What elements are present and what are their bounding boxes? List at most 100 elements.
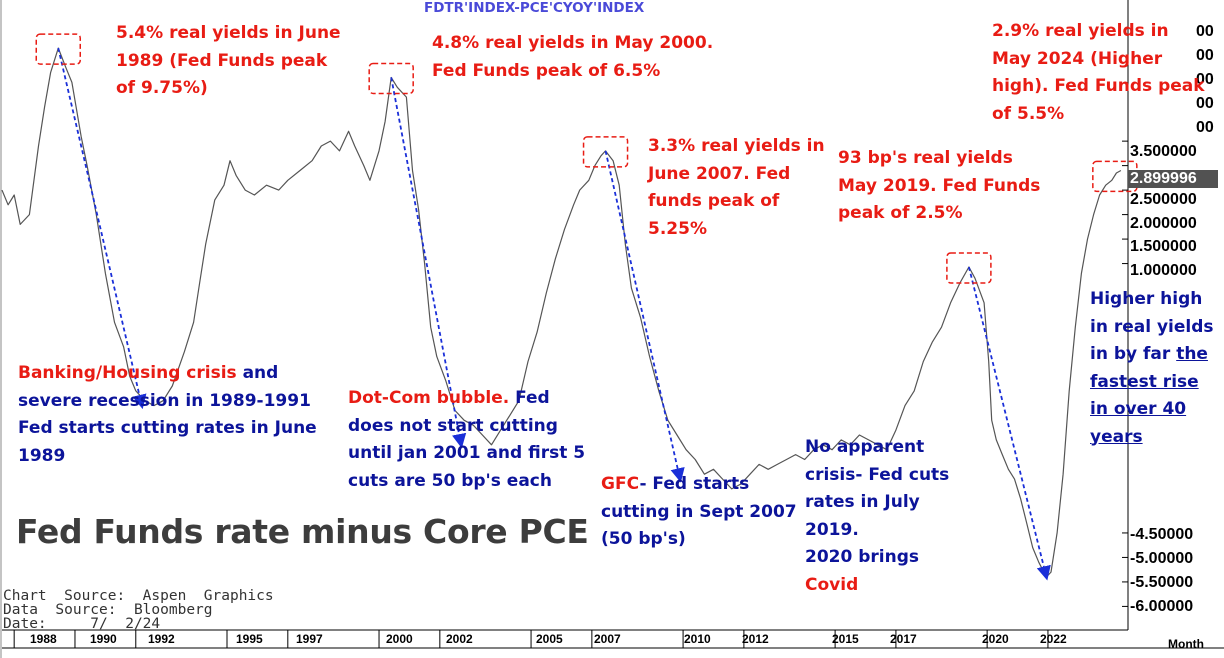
y-tick-label: 1.500000 [1130, 238, 1197, 255]
decline-arrow [968, 266, 1051, 581]
note-line: 1989 (Fed Funds peak [116, 50, 328, 71]
y-axis-ticks [1122, 140, 1128, 607]
note-line: rates in July [805, 492, 920, 512]
x-axis-title: Month [1168, 637, 1204, 651]
y-tick-label: 1.000000 [1130, 262, 1197, 279]
note-line: May 2024 (Higher [992, 48, 1163, 69]
y-tick-label: -4.50000 [1130, 526, 1194, 543]
y-tick-label: 00 [1196, 95, 1214, 112]
y-tick-label: 00 [1196, 23, 1214, 40]
note-banking-crisis: Banking/Housing crisis and severe recess… [18, 360, 317, 470]
note-line: May 2019. Fed Funds [838, 175, 1041, 196]
note-line: Fed Funds peak of 6.5% [432, 60, 661, 81]
note-underlined-text: years [1090, 426, 1143, 447]
y-tick-label: -5.00000 [1130, 550, 1194, 567]
note-line: No apparent [805, 437, 925, 457]
note-line: 1989 [18, 445, 66, 466]
x-tick-label: 1992 [148, 632, 175, 646]
note-higher-high: Higher high in real yields in by far the… [1090, 286, 1214, 451]
x-tick-label: 1995 [236, 632, 263, 646]
y-tick-label: 2.000000 [1130, 215, 1197, 232]
decline-arrows [57, 47, 1051, 581]
note-red-text: GFC [601, 474, 640, 494]
chart-title: Fed Funds rate minus Core PCE [16, 512, 589, 551]
peak-boxes [35, 33, 1138, 284]
note-red-text: Dot-Com bubble. [348, 388, 510, 408]
y-tick-label: 2.500000 [1130, 191, 1197, 208]
note-gfc: GFC- Fed starts cutting in Sept 2007 (50… [601, 471, 797, 554]
note-underlined-text: in over 40 [1090, 399, 1187, 419]
x-tick-label: 1990 [90, 632, 117, 646]
note-underlined-text: fastest rise [1090, 371, 1199, 392]
note-line: in real yields [1090, 316, 1214, 337]
peak-box [35, 33, 81, 65]
data-source-line: Data Source: Bloomberg [3, 602, 213, 618]
decline-arrow [604, 150, 685, 483]
note-line: Fed starts cutting rates in June [18, 418, 317, 438]
note-line: 93 bp's real yields [838, 148, 1013, 168]
x-tick-label: 1997 [296, 632, 323, 646]
y-tick-label: 00 [1196, 119, 1214, 136]
chart-source-line: Chart Source: Aspen Graphics [3, 588, 274, 604]
note-line: of 5.5% [992, 103, 1065, 124]
note-line: funds peak of [648, 191, 780, 211]
note-peak-2024: 2.9% real yields in May 2024 (Higher hig… [992, 18, 1205, 128]
note-text: in by far [1090, 344, 1177, 364]
ticker-label: FDTR'INDEX-PCE'CYOY'INDEX [424, 0, 645, 16]
peak-box [582, 136, 629, 168]
note-text: and [236, 363, 279, 383]
x-tick-label: 2010 [684, 632, 711, 646]
note-line: 2020 brings [805, 547, 920, 567]
note-line: 2019. [805, 519, 859, 540]
x-tick-label: 2002 [446, 632, 473, 646]
note-line: peak of 2.5% [838, 203, 963, 223]
note-text: - Fed starts [639, 474, 750, 494]
x-tick-label: 2022 [1040, 632, 1067, 646]
note-line: cuts are 50 bp's each [348, 470, 552, 491]
x-tick-label: 1988 [30, 632, 57, 646]
y-tick-label: 00 [1196, 47, 1214, 64]
x-tick-label: 2015 [832, 632, 859, 646]
series-line [1, 47, 1122, 578]
note-line: high). Fed Funds peak [992, 76, 1205, 96]
note-underlined-text: the [1176, 344, 1208, 364]
last-value-badge: 2.899996 [1128, 170, 1218, 188]
note-line: of 9.75%) [116, 78, 208, 98]
y-tick-label: -6.00000 [1130, 598, 1194, 615]
note-line: cutting in Sept 2007 [601, 501, 797, 522]
y-tick-label: -5.50000 [1130, 574, 1194, 591]
note-text: Fed [509, 388, 550, 408]
date-line: Date: 7/ 2/24 [3, 616, 161, 632]
x-tick-label: 2007 [594, 632, 621, 646]
y-tick-label: 00 [1196, 71, 1214, 88]
note-peak-2000: 4.8% real yields in May 2000. Fed Funds … [432, 30, 713, 85]
decline-arrow [390, 77, 467, 449]
peak-box [368, 62, 414, 95]
peak-box [946, 252, 992, 284]
note-line: (50 bp's) [601, 529, 686, 549]
note-peak-2019: 93 bp's real yields May 2019. Fed Funds … [838, 145, 1040, 228]
note-line: does not start cutting [348, 415, 558, 436]
note-line: 5.4% real yields in June [116, 23, 341, 43]
note-line: severe recession in 1989-1991 [18, 390, 311, 411]
note-line: 5.25% [648, 218, 707, 239]
note-line: 3.3% real yields in [648, 136, 825, 156]
x-tick-label: 2000 [386, 632, 413, 646]
x-tick-label: 2020 [982, 632, 1009, 646]
y-tick-label: 3.500000 [1130, 143, 1197, 160]
note-line: 4.8% real yields in May 2000. [432, 33, 714, 53]
note-dotcom-bubble: Dot-Com bubble. Fed does not start cutti… [348, 385, 585, 495]
note-line: Covid [805, 574, 859, 595]
x-axis-ticks [13, 630, 1049, 648]
x-tick-label: 2017 [890, 632, 917, 646]
note-line: Higher high [1090, 289, 1203, 309]
note-red-text: Banking/Housing crisis [18, 363, 237, 383]
note-line: June 2007. Fed [648, 163, 791, 184]
note-line: crisis- Fed cuts [805, 464, 950, 485]
x-tick-label: 2005 [536, 632, 563, 646]
decline-arrow [57, 47, 147, 410]
peak-box [1092, 160, 1138, 193]
x-tick-label: 2012 [742, 632, 769, 646]
